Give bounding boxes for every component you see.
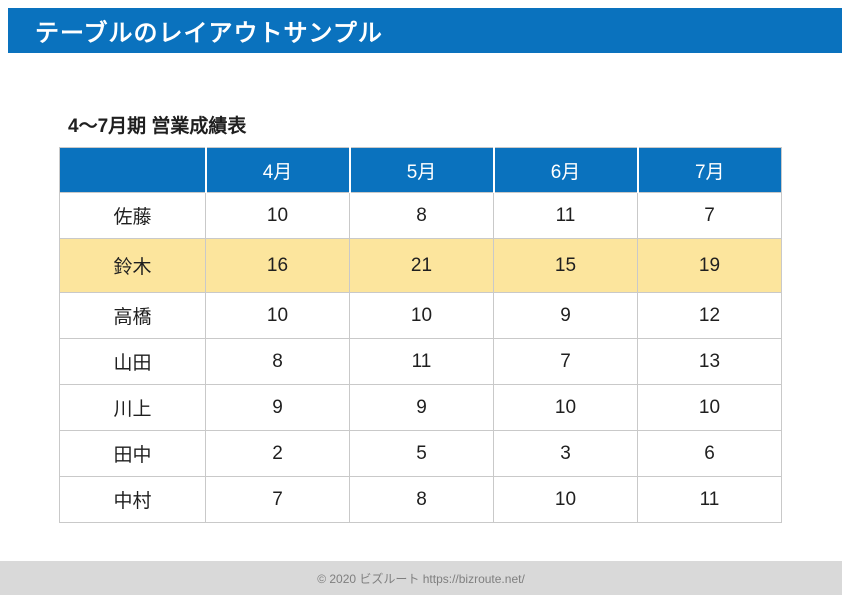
value-cell: 9: [349, 384, 494, 431]
value-cell: 21: [349, 238, 494, 293]
value-cell: 8: [349, 476, 494, 523]
value-cell: 15: [493, 238, 638, 293]
value-cell: 8: [205, 338, 350, 385]
row-name-cell: 高橋: [59, 292, 206, 339]
table-body: 佐藤 10 8 11 7 鈴木 16 21 15 19 高橋 10 10 9 12 山田 8 11 7 13 川上 9 9 1…: [59, 192, 782, 523]
row-name-cell: 中村: [59, 476, 206, 523]
month-header-cell: 7月: [637, 147, 782, 193]
value-cell: 16: [205, 238, 350, 293]
row-name-cell: 山田: [59, 338, 206, 385]
row-name-cell: 佐藤: [59, 192, 206, 239]
value-cell: 10: [637, 384, 782, 431]
month-header-cell: 5月: [349, 147, 495, 193]
row-name-cell: 田中: [59, 430, 206, 477]
row-name-cell: 川上: [59, 384, 206, 431]
table-row: 高橋 10 10 9 12: [59, 292, 782, 339]
value-cell: 10: [205, 292, 350, 339]
value-cell: 7: [205, 476, 350, 523]
month-header-cell: 4月: [205, 147, 351, 193]
row-name-cell: 鈴木: [59, 238, 206, 293]
table-header: 4月 5月 6月 7月: [59, 147, 782, 193]
value-cell: 11: [493, 192, 638, 239]
value-cell: 11: [637, 476, 782, 523]
value-cell: 12: [637, 292, 782, 339]
value-cell: 2: [205, 430, 350, 477]
table-row: 鈴木 16 21 15 19: [59, 238, 782, 293]
table-row: 山田 8 11 7 13: [59, 338, 782, 385]
corner-header-cell: [59, 147, 207, 193]
value-cell: 19: [637, 238, 782, 293]
sales-table: 4月 5月 6月 7月 佐藤 10 8 11 7 鈴木 16 21 15 19 高橋 10 10 9 12 山田 8 1…: [59, 147, 782, 523]
value-cell: 10: [349, 292, 494, 339]
table-title: 4～7月期 営業成績表: [68, 116, 247, 137]
value-cell: 7: [493, 338, 638, 385]
table-row: 佐藤 10 8 11 7: [59, 192, 782, 239]
value-cell: 11: [349, 338, 494, 385]
table-row: 川上 9 9 10 10: [59, 384, 782, 431]
value-cell: 9: [493, 292, 638, 339]
page-title: テーブルのレイアウトサンプル: [35, 20, 383, 47]
value-cell: 8: [349, 192, 494, 239]
value-cell: 10: [493, 384, 638, 431]
value-cell: 13: [637, 338, 782, 385]
value-cell: 9: [205, 384, 350, 431]
header-row: 4月 5月 6月 7月: [59, 147, 782, 193]
table-row: 田中 2 5 3 6: [59, 430, 782, 477]
value-cell: 7: [637, 192, 782, 239]
title-bar: テーブルのレイアウトサンプル: [8, 8, 842, 53]
table-row: 中村 7 8 10 11: [59, 476, 782, 523]
month-header-cell: 6月: [493, 147, 639, 193]
value-cell: 6: [637, 430, 782, 477]
footer: © 2020 ビズルート https://bizroute.net/: [0, 561, 842, 595]
value-cell: 5: [349, 430, 494, 477]
value-cell: 10: [205, 192, 350, 239]
value-cell: 3: [493, 430, 638, 477]
copyright-text: © 2020 ビズルート https://bizroute.net/: [317, 571, 525, 586]
value-cell: 10: [493, 476, 638, 523]
